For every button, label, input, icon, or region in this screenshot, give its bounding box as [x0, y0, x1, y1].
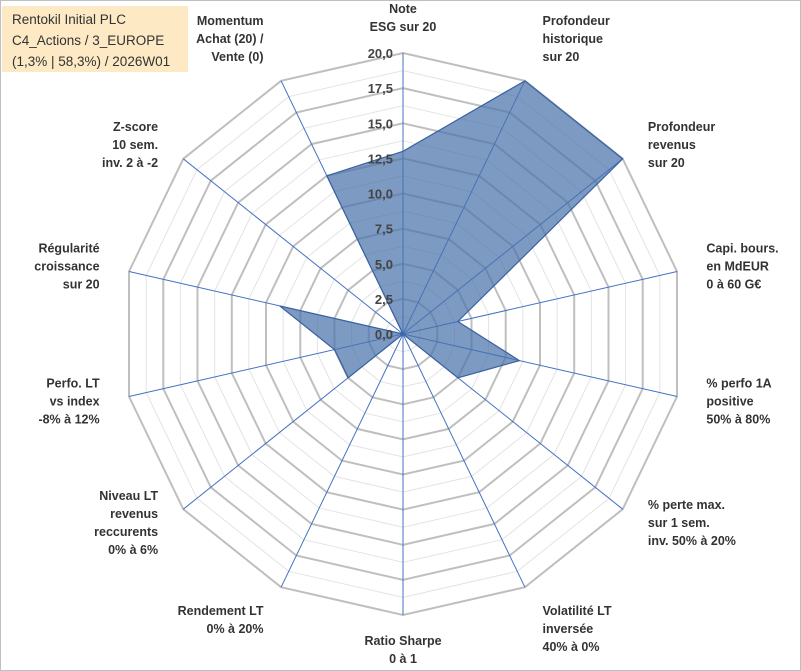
- category-label: Profondeur revenus sur 20: [648, 120, 715, 170]
- axis-spoke: [182, 158, 404, 335]
- tick-label: 17,5: [368, 81, 393, 96]
- category-labels: Note ESG sur 20 Profondeur historique sur 20…: [34, 2, 778, 666]
- series-polygon: [279, 80, 624, 379]
- category-label: % perte max. sur 1 sem. inv. 50% à 20%: [648, 498, 736, 548]
- title-line-1: Rentokil Initial PLC: [12, 12, 127, 27]
- title-line-3: (1,3% | 58,3%) / 2026W01: [12, 54, 171, 69]
- category-label: Rendement LT 0% à 20%: [178, 604, 264, 636]
- axis-spoke: [280, 333, 404, 588]
- tick-label: 5,0: [375, 257, 393, 272]
- category-label: Perfo. LT vs index -8% à 12%: [38, 376, 100, 426]
- tick-label: 0,0: [375, 327, 393, 342]
- category-label: Niveau LT revenus reccurents 0% à 6%: [94, 489, 158, 557]
- category-label: Volatilité LT inversée 40% à 0%: [543, 604, 612, 654]
- tick-label: 20,0: [368, 46, 393, 61]
- tick-label: 10,0: [368, 187, 393, 202]
- tick-label: 15,0: [368, 116, 393, 131]
- axis-spoke: [402, 333, 526, 588]
- title-box: Rentokil Initial PLC C4_Actions / 3_EURO…: [2, 6, 188, 72]
- category-label: Z-score 10 sem. inv. 2 à -2: [102, 120, 158, 170]
- tick-label: 7,5: [375, 222, 393, 237]
- category-label: Régularité croissance sur 20: [34, 242, 99, 292]
- category-label: Note ESG sur 20: [370, 2, 437, 34]
- tick-labels: 0,0 2,5 5,0 7,5 10,0 12,5 15,0 17,5 20,0: [368, 46, 393, 342]
- category-label: Profondeur historique sur 20: [543, 14, 610, 64]
- title-line-2: C4_Actions / 3_EUROPE: [12, 33, 165, 48]
- series-area: [279, 80, 624, 379]
- tick-label: 12,5: [368, 151, 393, 166]
- tick-label: 2,5: [375, 292, 393, 307]
- category-label: Capi. bours. en MdEUR 0 à 60 G€: [706, 242, 778, 292]
- category-label: Momentum Achat (20) / Vente (0): [196, 14, 264, 64]
- category-label: % perfo 1A positive 50% à 80%: [706, 376, 771, 426]
- category-label: Ratio Sharpe 0 à 1: [364, 634, 441, 666]
